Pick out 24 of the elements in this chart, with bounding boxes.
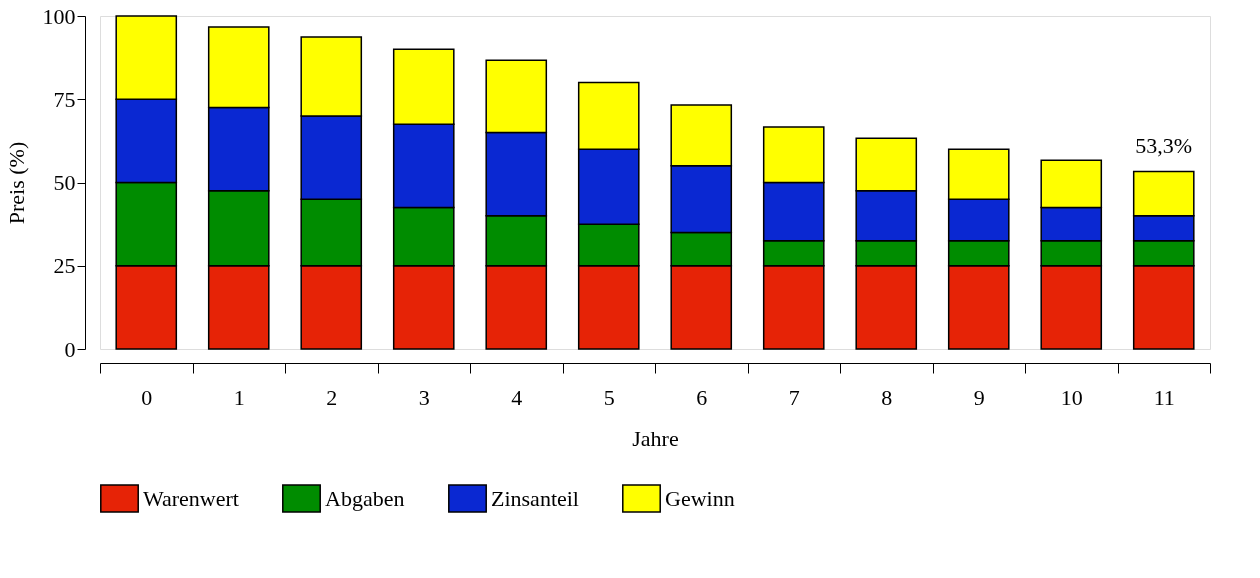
x-tick-label: 6 <box>696 384 708 410</box>
legend-label: Zinsanteil <box>491 485 579 511</box>
x-tick-label: 9 <box>973 384 985 410</box>
y-tick-label: 50 <box>53 170 76 195</box>
x-tick-label: 0 <box>141 384 153 410</box>
x-tick-label: 7 <box>788 384 800 410</box>
legend-label: Warenwert <box>143 485 239 511</box>
y-tick-label: 75 <box>53 86 76 112</box>
x-tick-label: 2 <box>326 384 338 410</box>
x-tick-label: 4 <box>511 384 523 410</box>
y-tick-label: 25 <box>53 253 76 279</box>
annotation: 53,3% <box>1135 132 1193 158</box>
legend-label: Abgaben <box>325 485 405 511</box>
x-tick-label: 8 <box>881 384 893 410</box>
y-tick-label: 100 <box>42 3 76 29</box>
y-tick-label: 0 <box>64 336 76 362</box>
x-tick-label: 10 <box>1060 384 1083 410</box>
x-axis-title: Jahre <box>632 425 679 451</box>
y-axis-title: Preis (%) <box>3 141 29 225</box>
x-tick-label: 5 <box>603 384 615 410</box>
x-tick-label: 1 <box>233 384 245 410</box>
legend-label: Gewinn <box>665 485 735 511</box>
x-tick-label: 11 <box>1153 384 1175 410</box>
x-tick-label: 3 <box>418 384 430 410</box>
